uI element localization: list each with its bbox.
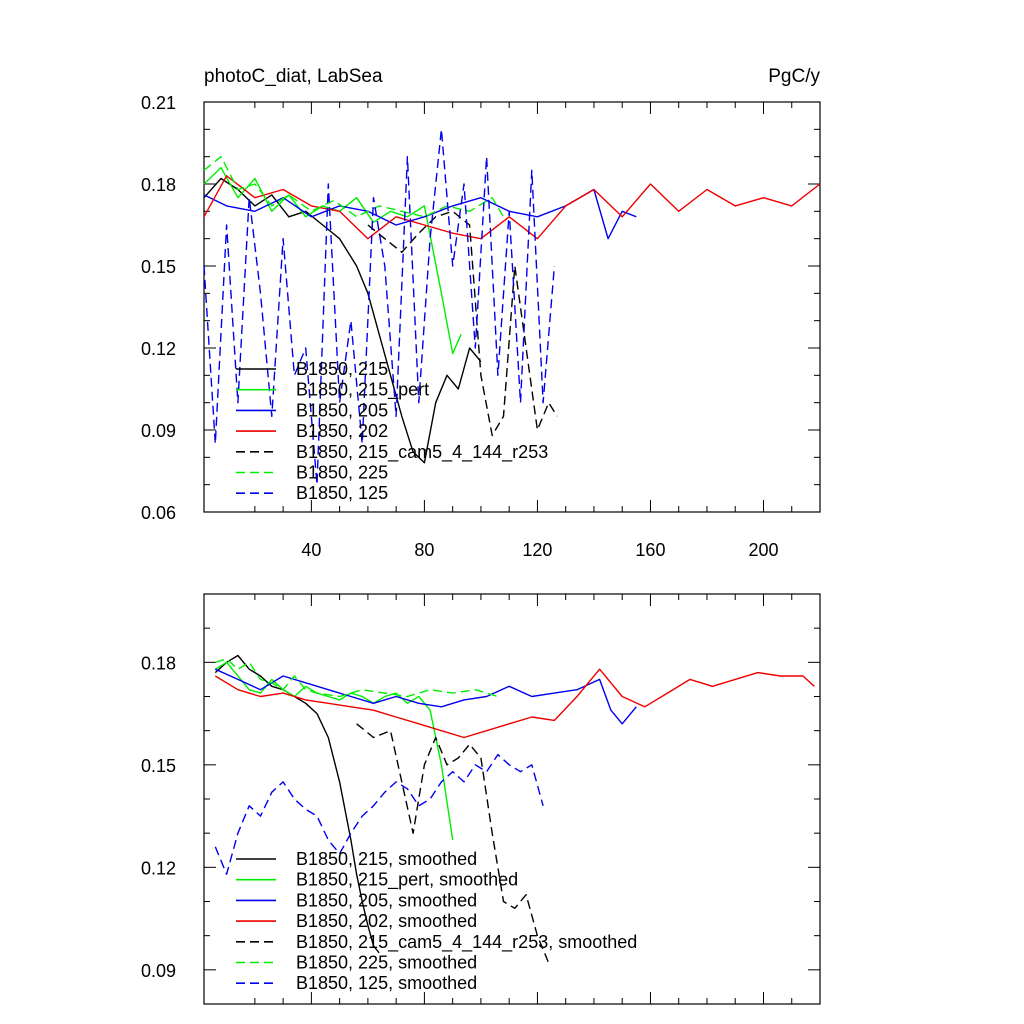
chart-title: photoC_diat, LabSea bbox=[204, 66, 383, 87]
series-line bbox=[203, 155, 505, 218]
legend-label: B1850, 225 bbox=[296, 463, 388, 483]
legend-label: B1850, 125 bbox=[296, 483, 388, 503]
series-line bbox=[215, 668, 637, 725]
y-tick-label: 0.15 bbox=[141, 257, 176, 277]
series-line bbox=[203, 175, 821, 240]
legend-label: B1850, 215_pert bbox=[296, 380, 429, 401]
legend-label: B1850, 205 bbox=[296, 400, 388, 420]
series-line bbox=[356, 723, 550, 964]
series-line bbox=[214, 661, 454, 841]
x-tick-label: 160 bbox=[635, 540, 665, 560]
legend-label: B1850, 215, smoothed bbox=[296, 849, 477, 869]
legend-label: B1850, 225, smoothed bbox=[296, 953, 477, 973]
y-tick-label: 0.12 bbox=[141, 858, 176, 878]
x-tick-label: 40 bbox=[301, 540, 321, 560]
series-line bbox=[203, 128, 556, 486]
series-line bbox=[214, 668, 815, 739]
series-line bbox=[214, 753, 544, 875]
plot-frame bbox=[203, 101, 821, 513]
y-tick-label: 0.21 bbox=[141, 93, 176, 113]
chart-units: PgC/y bbox=[768, 66, 820, 87]
x-tick-label: 80 bbox=[414, 540, 434, 560]
legend-label: B1850, 215_cam5_4_144_r253 bbox=[296, 442, 548, 463]
y-tick-label: 0.09 bbox=[141, 421, 176, 441]
x-tick-label: 120 bbox=[522, 540, 552, 560]
y-tick-label: 0.12 bbox=[141, 339, 176, 359]
legend-label: B1850, 215 bbox=[296, 359, 388, 379]
legend-label: B1850, 125, smoothed bbox=[296, 973, 477, 993]
y-tick-label: 0.06 bbox=[141, 503, 176, 523]
y-tick-label: 0.18 bbox=[141, 175, 176, 195]
top-panel: photoC_diat, LabSea PgC/y 0.06 0.09 0.12 0.… bbox=[141, 66, 821, 560]
bottom-panel: 0.090.120.150.18 B1850, 215, smoothedB18… bbox=[141, 593, 821, 1005]
legend-label: B1850, 215_cam5_4_144_r253, smoothed bbox=[296, 932, 637, 953]
series-line bbox=[203, 177, 482, 464]
y-tick-label: 0.18 bbox=[141, 653, 176, 673]
series-line bbox=[203, 188, 637, 240]
legend-label: B1850, 202, smoothed bbox=[296, 911, 477, 931]
legend-label: B1850, 215_pert, smoothed bbox=[296, 870, 518, 891]
series-line bbox=[367, 210, 558, 437]
legend-label: B1850, 205, smoothed bbox=[296, 890, 477, 910]
y-tick-label: 0.09 bbox=[141, 961, 176, 981]
series-line bbox=[214, 654, 380, 954]
x-tick-label: 200 bbox=[748, 540, 778, 560]
legend-label: B1850, 202 bbox=[296, 421, 388, 441]
y-tick-label: 0.15 bbox=[141, 756, 176, 776]
series-line bbox=[215, 658, 499, 698]
